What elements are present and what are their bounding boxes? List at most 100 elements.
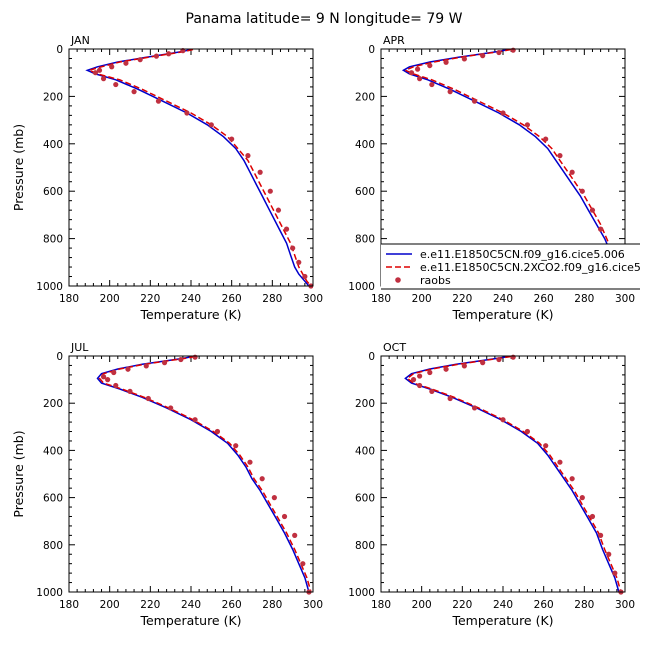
raobs-point xyxy=(123,60,129,66)
x-axis-label: Temperature (K) xyxy=(139,613,241,628)
x-tick-label: 280 xyxy=(574,293,594,305)
raobs-point xyxy=(292,532,298,538)
raobs-point xyxy=(247,459,253,465)
y-axis-label: Pressure (mb) xyxy=(11,430,26,517)
raobs-point xyxy=(557,153,563,159)
raobs-point xyxy=(271,495,277,501)
x-tick-label: 300 xyxy=(303,293,323,305)
raobs-point xyxy=(113,81,119,88)
raobs-point xyxy=(569,169,575,175)
raobs-point xyxy=(543,136,549,142)
x-tick-label: 300 xyxy=(303,599,323,611)
raobs-point xyxy=(259,476,265,482)
x-tick-label: 180 xyxy=(371,599,391,611)
plot-area xyxy=(96,354,312,595)
raobs-point xyxy=(283,226,290,232)
raobs-point xyxy=(184,110,190,116)
raobs-point xyxy=(155,98,162,104)
raobs-point xyxy=(145,395,151,402)
raobs-point xyxy=(229,136,235,142)
y-tick-label: 200 xyxy=(355,398,375,410)
raobs-point xyxy=(429,81,435,88)
raobs-point xyxy=(417,373,423,379)
series-line-2xco2 xyxy=(406,355,622,593)
y-tick-label: 1000 xyxy=(36,587,63,599)
raobs-point xyxy=(500,110,506,116)
raobs-point xyxy=(153,53,160,59)
plot-area xyxy=(404,354,624,595)
raobs-point xyxy=(208,122,214,128)
raobs-point xyxy=(417,76,423,82)
raobs-point xyxy=(125,366,131,372)
raobs-point xyxy=(510,354,516,360)
raobs-point xyxy=(302,273,308,280)
raobs-point xyxy=(589,513,596,520)
panel-title: OCT xyxy=(383,341,406,354)
x-tick-label: 180 xyxy=(371,293,391,305)
y-tick-label: 800 xyxy=(43,540,63,552)
legend-label: raobs xyxy=(420,274,451,287)
raobs-point xyxy=(192,354,198,360)
x-axis-label: Temperature (K) xyxy=(139,307,241,322)
raobs-point xyxy=(500,417,506,423)
raobs-point xyxy=(111,369,117,376)
y-tick-label: 1000 xyxy=(36,281,63,293)
series-line-2xco2 xyxy=(98,355,312,593)
raobs-point xyxy=(143,363,149,369)
plot-frame xyxy=(68,48,314,287)
raobs-point xyxy=(543,443,549,449)
raobs-point xyxy=(579,495,585,501)
panel-jul: 180 200 220 240 260 280 300 0 200 400 600 800 1000 JU… xyxy=(11,341,323,628)
plot-area xyxy=(401,47,625,289)
y-axis-label: Pressure (mb) xyxy=(11,124,26,211)
raobs-point xyxy=(137,57,143,63)
legend-label: e.e11.E1850C5CN.f09_g16.cice5.006 xyxy=(420,248,625,261)
legend-marker-raobs xyxy=(395,277,401,283)
raobs-point xyxy=(290,245,296,251)
x-tick-label: 200 xyxy=(100,599,120,611)
raobs-point xyxy=(461,363,467,369)
raobs-point xyxy=(300,561,306,567)
x-tick-label: 200 xyxy=(412,293,432,305)
raobs-point xyxy=(267,188,273,194)
raobs-point xyxy=(461,56,467,62)
series-line-2xco2 xyxy=(87,48,312,287)
raobs-point xyxy=(168,405,174,411)
panels: 180 200 220 240 260 280 300 0 200 400 600 800 1000 JA… xyxy=(11,34,641,628)
series-line-control xyxy=(401,48,625,287)
x-tick-label: 280 xyxy=(262,293,282,305)
raobs-point xyxy=(408,70,415,76)
y-tick-label: 200 xyxy=(43,398,63,410)
raobs-point xyxy=(417,382,423,389)
figure-title: Panama latitude= 9 N longitude= 79 W xyxy=(186,11,463,27)
x-tick-label: 300 xyxy=(615,293,635,305)
raobs-point xyxy=(96,67,103,73)
panel-oct: 180 200 220 240 260 280 300 0 200 400 600 800 1000 OC… xyxy=(348,341,635,628)
raobs-point xyxy=(245,153,251,159)
raobs-point xyxy=(606,551,612,557)
series-line-2xco2 xyxy=(403,48,625,287)
raobs-point xyxy=(178,356,184,363)
raobs-point xyxy=(113,382,119,389)
y-tick-label: 800 xyxy=(355,540,375,552)
raobs-point xyxy=(415,66,421,72)
raobs-point xyxy=(598,226,604,232)
x-tick-label: 280 xyxy=(262,599,282,611)
raobs-point xyxy=(233,443,239,449)
y-tick-label: 400 xyxy=(43,139,63,151)
series-line-control xyxy=(85,48,310,287)
raobs-point xyxy=(166,51,172,57)
raobs-point xyxy=(192,417,198,423)
y-tick-label: 0 xyxy=(56,351,63,363)
x-tick-label: 240 xyxy=(181,293,201,305)
raobs-point xyxy=(598,532,604,538)
raobs-point xyxy=(557,459,563,465)
y-tick-label: 400 xyxy=(355,139,375,151)
raobs-point xyxy=(429,388,435,394)
raobs-point xyxy=(569,476,575,482)
plot-frame xyxy=(68,355,314,593)
x-axis-label: Temperature (K) xyxy=(451,307,553,322)
x-tick-label: 260 xyxy=(534,293,554,305)
x-tick-label: 180 xyxy=(59,293,79,305)
